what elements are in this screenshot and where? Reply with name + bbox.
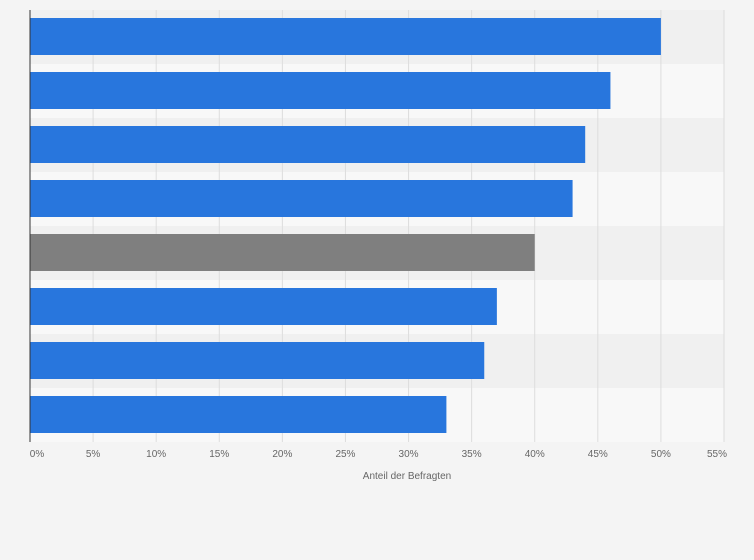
x-tick-label: 10% xyxy=(146,449,166,460)
bar[interactable] xyxy=(30,234,535,271)
x-tick-label: 55% xyxy=(707,449,727,460)
x-tick-label: 35% xyxy=(462,449,482,460)
bar[interactable] xyxy=(30,342,485,379)
bar[interactable] xyxy=(30,180,573,217)
x-tick-label: 0% xyxy=(30,449,45,460)
bars xyxy=(30,18,661,433)
x-tick-label: 50% xyxy=(651,449,671,460)
x-tick-label: 30% xyxy=(399,449,419,460)
x-tick-label: 5% xyxy=(86,449,101,460)
x-tick-label: 40% xyxy=(525,449,545,460)
x-axis-title: Anteil der Befragten xyxy=(363,471,451,482)
x-tick-label: 25% xyxy=(335,449,355,460)
x-tick-label: 45% xyxy=(588,449,608,460)
bar[interactable] xyxy=(30,288,497,325)
bar[interactable] xyxy=(30,72,611,109)
x-tick-label: 20% xyxy=(272,449,292,460)
bar[interactable] xyxy=(30,18,661,55)
x-axis-ticks: 0% 5% 10% 15% 20% 25% 30% 35% 40% 45% 50% 55% xyxy=(30,449,727,460)
x-tick-label: 15% xyxy=(209,449,229,460)
bar[interactable] xyxy=(30,396,447,433)
bar[interactable] xyxy=(30,126,586,163)
